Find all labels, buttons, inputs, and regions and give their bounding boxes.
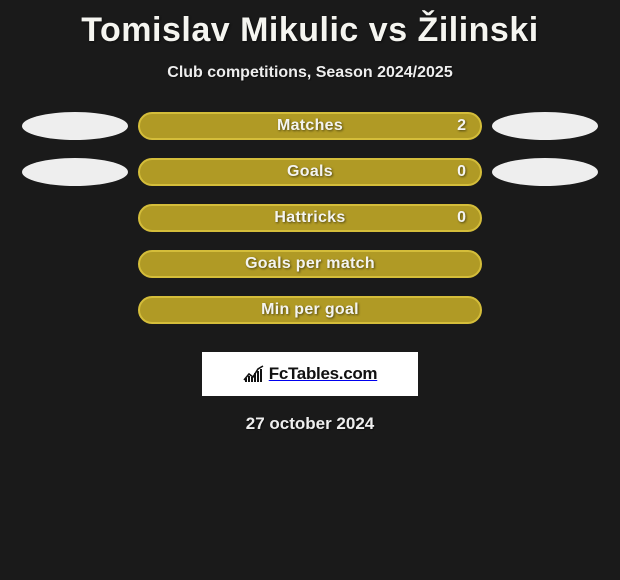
stat-row: Goals per match xyxy=(0,250,620,278)
chart-icon xyxy=(243,365,265,383)
stat-label: Hattricks xyxy=(274,209,345,227)
left-value-ellipse xyxy=(22,112,128,140)
right-value-ellipse xyxy=(492,158,598,186)
stat-bar: Goals 0 xyxy=(138,158,482,186)
stat-value: 0 xyxy=(457,209,466,227)
stat-label: Min per goal xyxy=(261,301,359,319)
stat-label: Goals per match xyxy=(245,255,375,273)
stat-row: Hattricks 0 xyxy=(0,204,620,232)
branding-text: FcTables.com xyxy=(269,364,378,384)
stat-row: Matches 2 xyxy=(0,112,620,140)
stat-value: 0 xyxy=(457,163,466,181)
page-title: Tomislav Mikulic vs Žilinski xyxy=(0,5,620,52)
stat-label: Matches xyxy=(277,117,343,135)
left-value-ellipse xyxy=(22,250,128,278)
left-value-ellipse xyxy=(22,296,128,324)
page-subtitle: Club competitions, Season 2024/2025 xyxy=(0,64,620,82)
right-value-ellipse xyxy=(492,204,598,232)
left-value-ellipse xyxy=(22,158,128,186)
left-value-ellipse xyxy=(22,204,128,232)
stat-bar: Goals per match xyxy=(138,250,482,278)
stats-rows: Matches 2 Goals 0 Hattricks 0 Goals xyxy=(0,112,620,324)
right-value-ellipse xyxy=(492,250,598,278)
comparison-widget: Tomislav Mikulic vs Žilinski Club compet… xyxy=(0,0,620,434)
stat-bar: Hattricks 0 xyxy=(138,204,482,232)
stat-row: Min per goal xyxy=(0,296,620,324)
date-label: 27 october 2024 xyxy=(0,414,620,434)
right-value-ellipse xyxy=(492,296,598,324)
branding-logo[interactable]: FcTables.com xyxy=(202,352,418,396)
stat-bar: Matches 2 xyxy=(138,112,482,140)
stat-label: Goals xyxy=(287,163,333,181)
stat-row: Goals 0 xyxy=(0,158,620,186)
right-value-ellipse xyxy=(492,112,598,140)
stat-bar: Min per goal xyxy=(138,296,482,324)
stat-value: 2 xyxy=(457,117,466,135)
